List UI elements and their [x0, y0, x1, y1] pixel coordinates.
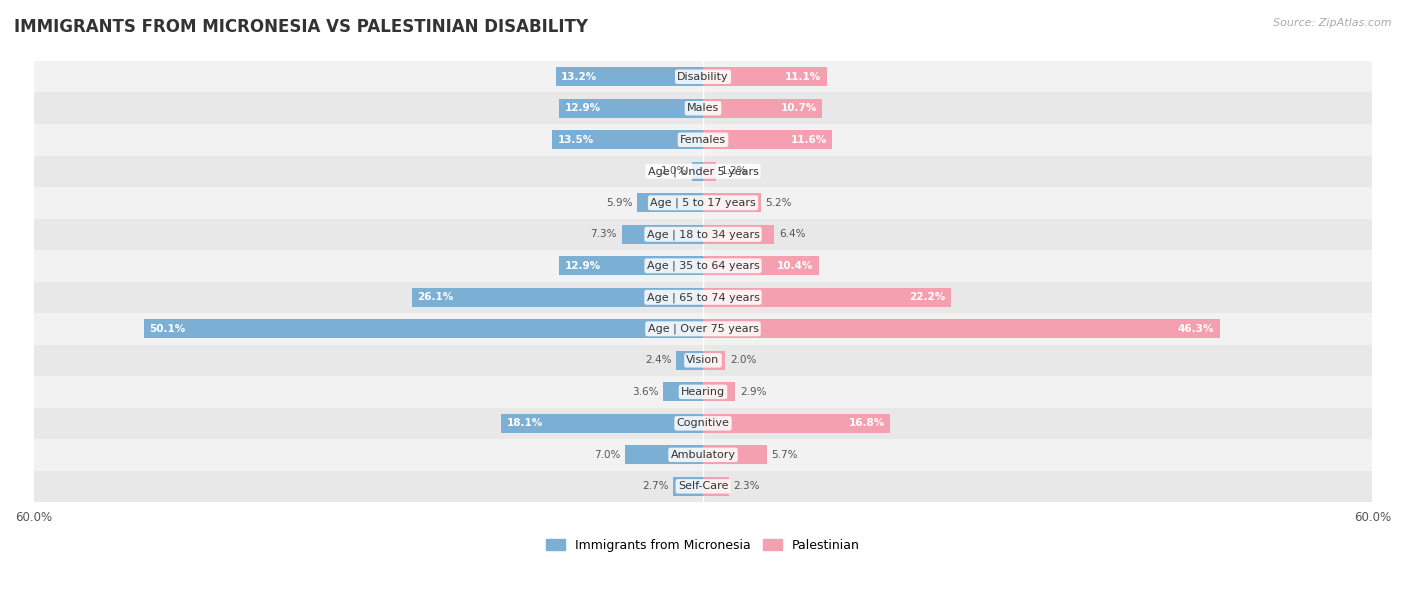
Text: Vision: Vision — [686, 356, 720, 365]
Text: 11.1%: 11.1% — [785, 72, 821, 82]
Text: Ambulatory: Ambulatory — [671, 450, 735, 460]
Text: 26.1%: 26.1% — [418, 293, 454, 302]
Text: 2.0%: 2.0% — [730, 356, 756, 365]
Bar — [662, 382, 703, 401]
Text: 5.2%: 5.2% — [765, 198, 792, 208]
Bar — [703, 288, 950, 307]
Text: 2.4%: 2.4% — [645, 356, 672, 365]
Bar — [34, 187, 1372, 218]
Bar — [555, 67, 703, 86]
Bar — [34, 124, 1372, 155]
Bar — [34, 92, 1372, 124]
Bar — [412, 288, 703, 307]
Text: 46.3%: 46.3% — [1178, 324, 1213, 334]
Text: 5.7%: 5.7% — [770, 450, 797, 460]
Bar — [34, 218, 1372, 250]
Bar — [34, 250, 1372, 282]
Text: 7.0%: 7.0% — [595, 450, 620, 460]
Bar — [560, 99, 703, 118]
Bar — [703, 193, 761, 212]
Bar — [703, 99, 823, 118]
Bar — [703, 382, 735, 401]
Text: 50.1%: 50.1% — [149, 324, 186, 334]
Text: 6.4%: 6.4% — [779, 230, 806, 239]
Text: 18.1%: 18.1% — [506, 419, 543, 428]
Bar — [560, 256, 703, 275]
Text: Age | Over 75 years: Age | Over 75 years — [648, 324, 758, 334]
Bar — [34, 439, 1372, 471]
Bar — [692, 162, 703, 181]
Text: Self-Care: Self-Care — [678, 482, 728, 491]
Bar — [621, 225, 703, 244]
Text: 16.8%: 16.8% — [849, 419, 884, 428]
Legend: Immigrants from Micronesia, Palestinian: Immigrants from Micronesia, Palestinian — [541, 534, 865, 557]
Text: 2.3%: 2.3% — [733, 482, 759, 491]
Bar — [703, 477, 728, 496]
Bar — [34, 376, 1372, 408]
Text: 2.9%: 2.9% — [740, 387, 766, 397]
Text: Age | 18 to 34 years: Age | 18 to 34 years — [647, 229, 759, 239]
Text: 13.5%: 13.5% — [558, 135, 595, 145]
Text: Age | 35 to 64 years: Age | 35 to 64 years — [647, 261, 759, 271]
Bar — [34, 471, 1372, 502]
Text: Males: Males — [688, 103, 718, 113]
Bar — [703, 319, 1219, 338]
Text: 13.2%: 13.2% — [561, 72, 598, 82]
Text: 12.9%: 12.9% — [565, 261, 600, 271]
Bar — [673, 477, 703, 496]
Text: 11.6%: 11.6% — [790, 135, 827, 145]
Text: Source: ZipAtlas.com: Source: ZipAtlas.com — [1274, 18, 1392, 28]
Text: IMMIGRANTS FROM MICRONESIA VS PALESTINIAN DISABILITY: IMMIGRANTS FROM MICRONESIA VS PALESTINIA… — [14, 18, 588, 36]
Bar — [34, 155, 1372, 187]
Bar — [703, 225, 775, 244]
Bar — [703, 446, 766, 465]
Bar — [34, 313, 1372, 345]
Bar — [34, 408, 1372, 439]
Bar — [637, 193, 703, 212]
Text: Age | 5 to 17 years: Age | 5 to 17 years — [650, 198, 756, 208]
Text: 22.2%: 22.2% — [908, 293, 945, 302]
Text: Females: Females — [681, 135, 725, 145]
Bar — [703, 162, 717, 181]
Text: 2.7%: 2.7% — [643, 482, 668, 491]
Bar — [703, 67, 827, 86]
Text: Age | Under 5 years: Age | Under 5 years — [648, 166, 758, 176]
Bar — [703, 351, 725, 370]
Text: 10.4%: 10.4% — [778, 261, 814, 271]
Bar — [703, 256, 820, 275]
Text: 1.2%: 1.2% — [721, 166, 748, 176]
Text: Disability: Disability — [678, 72, 728, 82]
Text: Age | 65 to 74 years: Age | 65 to 74 years — [647, 292, 759, 302]
Bar — [703, 414, 890, 433]
Bar — [624, 446, 703, 465]
Bar — [34, 282, 1372, 313]
Text: Hearing: Hearing — [681, 387, 725, 397]
Text: 3.6%: 3.6% — [631, 387, 658, 397]
Text: 12.9%: 12.9% — [565, 103, 600, 113]
Bar — [501, 414, 703, 433]
Bar — [676, 351, 703, 370]
Bar — [553, 130, 703, 149]
Bar — [34, 345, 1372, 376]
Bar — [703, 130, 832, 149]
Bar — [34, 61, 1372, 92]
Text: 5.9%: 5.9% — [606, 198, 633, 208]
Text: 7.3%: 7.3% — [591, 230, 617, 239]
Text: 1.0%: 1.0% — [661, 166, 688, 176]
Text: 10.7%: 10.7% — [780, 103, 817, 113]
Text: Cognitive: Cognitive — [676, 419, 730, 428]
Bar — [143, 319, 703, 338]
